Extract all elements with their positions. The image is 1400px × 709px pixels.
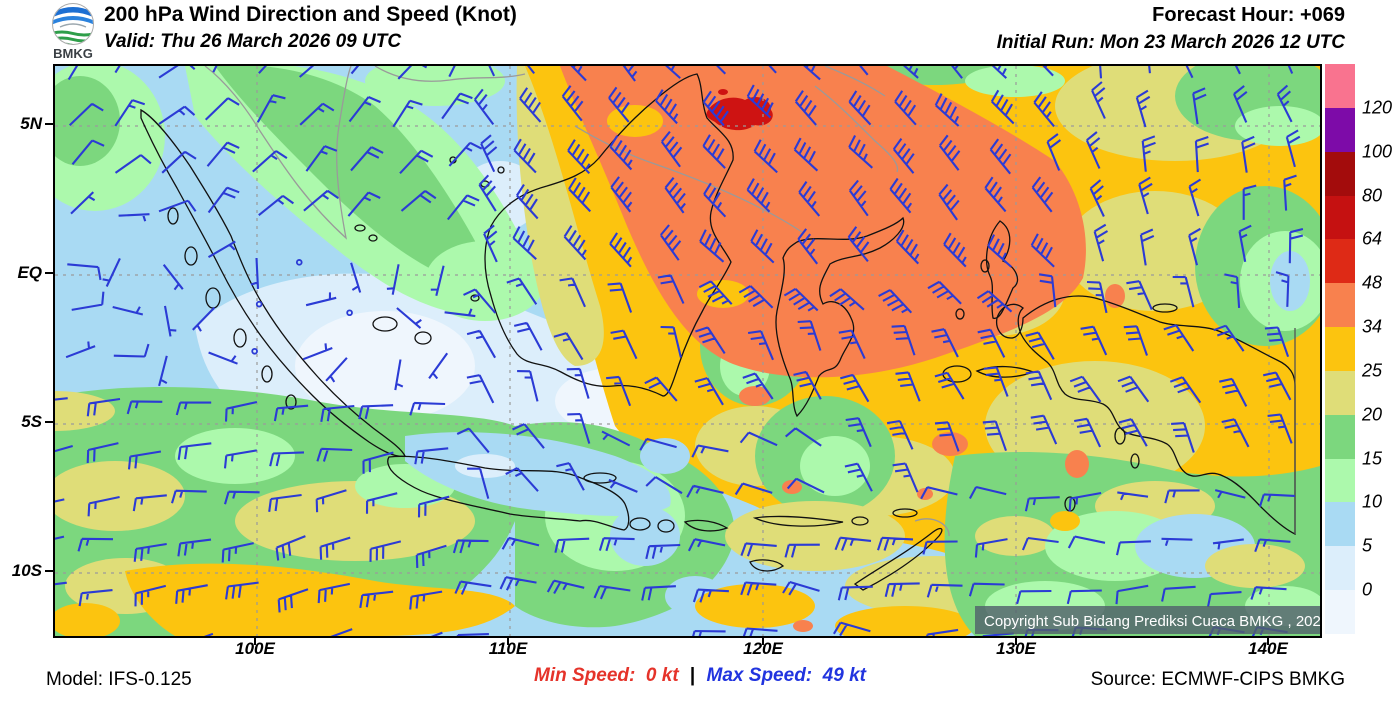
legend-label: 80 <box>1362 185 1383 206</box>
min-speed-value: Min Speed: 0 kt <box>534 665 679 686</box>
map-frame: Copyright Sub Bidang Prediksi Cuaca BMKG… <box>53 64 1322 638</box>
forecast-hour-label: Forecast Hour: +069 <box>1152 4 1345 26</box>
calm-wind-marker <box>255 300 263 308</box>
legend-segment <box>1325 64 1355 109</box>
lat-label: 10S <box>11 561 42 580</box>
legend-segment <box>1325 327 1355 372</box>
lon-label: 100E <box>235 639 275 658</box>
source-label: Source: ECMWF-CIPS BMKG <box>1090 669 1345 690</box>
lon-label: 110E <box>488 639 528 658</box>
calm-wind-marker <box>251 347 258 355</box>
speed-extremes: Min Speed: 0 kt | Max Speed: 49 kt <box>534 665 866 687</box>
lon-label: 130E <box>996 639 1036 658</box>
lon-label: 120E <box>743 639 783 658</box>
lon-tick <box>1267 636 1269 645</box>
legend-label: 15 <box>1362 448 1383 469</box>
legend-segment <box>1325 370 1355 416</box>
copyright-text: Copyright Sub Bidang Prediksi Cuaca BMKG… <box>984 613 1320 630</box>
lat-tick <box>45 123 54 125</box>
valid-time-label: Valid: Thu 26 March 2026 09 UTC <box>104 31 402 52</box>
lat-label: 5S <box>21 412 42 431</box>
lon-tick <box>762 636 764 645</box>
legend-label: 10 <box>1362 491 1383 512</box>
legend-segment <box>1325 590 1355 635</box>
legend-segment <box>1325 458 1355 503</box>
legend-segment <box>1325 239 1355 284</box>
wind-barbs <box>55 66 1304 636</box>
legend-label: 5 <box>1362 535 1373 556</box>
legend-label: 100 <box>1362 141 1393 162</box>
lat-label: EQ <box>17 263 42 282</box>
speed-separator: | <box>689 665 696 686</box>
legend-segment <box>1325 107 1355 153</box>
bmkg-logo-text: BMKG <box>53 46 93 61</box>
legend-segment <box>1325 414 1355 460</box>
lon-label: 140E <box>1248 639 1288 658</box>
legend-label: 0 <box>1362 579 1373 600</box>
legend-label: 25 <box>1362 360 1383 381</box>
wind-map: Copyright Sub Bidang Prediksi Cuaca BMKG… <box>55 66 1320 636</box>
lat-label: 5N <box>20 114 42 133</box>
lon-tick <box>507 636 509 645</box>
legend-label: 34 <box>1362 316 1383 337</box>
lon-tick <box>1015 636 1017 645</box>
model-label: Model: IFS-0.125 <box>46 669 192 690</box>
wind-speed-legend <box>1325 64 1355 635</box>
lat-tick <box>45 421 54 423</box>
foreign-coastlines <box>204 66 950 537</box>
calm-wind-marker <box>346 309 353 317</box>
calm-wind-marker <box>295 259 303 266</box>
page-title: 200 hPa Wind Direction and Speed (Knot) <box>104 3 517 26</box>
legend-label: 20 <box>1362 404 1383 425</box>
legend-segment <box>1325 195 1355 240</box>
legend-label: 64 <box>1362 228 1383 249</box>
lon-tick <box>254 636 256 645</box>
initial-run-label: Initial Run: Mon 23 March 2026 12 UTC <box>996 32 1345 53</box>
legend-segment <box>1325 546 1355 591</box>
legend-segment <box>1325 283 1355 328</box>
lat-tick <box>45 570 54 572</box>
bmkg-logo: BMKG <box>52 3 94 61</box>
wind-speed-field <box>55 66 1320 636</box>
legend-label: 120 <box>1362 97 1393 118</box>
legend-segment <box>1325 502 1355 547</box>
max-speed-value: Max Speed: 49 kt <box>706 665 866 686</box>
lat-tick <box>45 272 54 274</box>
legend-segment <box>1325 151 1355 197</box>
copyright-overlay: Copyright Sub Bidang Prediksi Cuaca BMKG… <box>975 606 1320 634</box>
legend-label: 48 <box>1362 272 1383 293</box>
wind-barb-strokes <box>55 66 1304 636</box>
